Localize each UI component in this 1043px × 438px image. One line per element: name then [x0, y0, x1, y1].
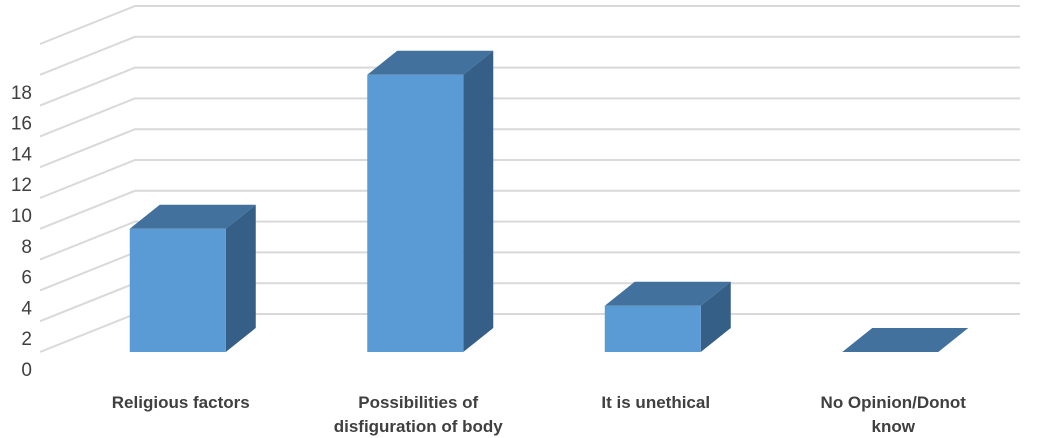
y-tick-label: 14	[11, 144, 33, 165]
bar-side-face	[463, 50, 494, 353]
gridline	[39, 220, 1020, 261]
bar	[129, 204, 256, 352]
y-tick-label: 18	[11, 83, 32, 104]
y-tick-label: 16	[11, 114, 32, 135]
y-tick-label: 4	[21, 298, 32, 319]
x-category-label: It is unethical	[601, 393, 710, 412]
bar	[367, 50, 494, 353]
x-category-label: Religious factors	[112, 393, 250, 412]
y-tick-label: 2	[21, 329, 32, 350]
bar-top-face	[842, 328, 969, 352]
y-tick-label: 10	[11, 206, 32, 227]
gridline	[39, 35, 1020, 76]
bar	[604, 281, 731, 352]
gridline	[39, 97, 1020, 138]
x-category-label: No Opinion/Donot know	[821, 393, 967, 436]
bar-side-face	[700, 281, 731, 352]
y-tick-label: 6	[21, 268, 32, 289]
x-category-label: Possibilities of disfiguration of body	[334, 393, 504, 436]
bar-front-face	[129, 228, 226, 352]
bar	[842, 328, 969, 352]
bar-top-face	[129, 204, 256, 229]
gridline	[39, 66, 1020, 107]
y-axis: 0 2 4 6 8 10 12 14 16 18	[11, 83, 33, 381]
bars	[129, 50, 969, 353]
y-tick-label: 12	[11, 175, 32, 196]
bar-front-face	[604, 305, 701, 352]
gridline	[39, 128, 1020, 169]
bar-top-face	[367, 50, 494, 75]
y-tick-label: 8	[21, 237, 32, 258]
y-tick-label: 0	[21, 360, 32, 381]
bar-side-face	[225, 204, 256, 352]
gridline	[39, 189, 1020, 230]
gridline	[39, 159, 1020, 199]
bar-front-face	[367, 74, 464, 353]
gridlines	[39, 5, 1020, 353]
x-axis: Religious factors Possibilities of disfigu…	[112, 393, 967, 436]
bar-top-face	[604, 281, 731, 306]
gridline	[39, 5, 1020, 45]
